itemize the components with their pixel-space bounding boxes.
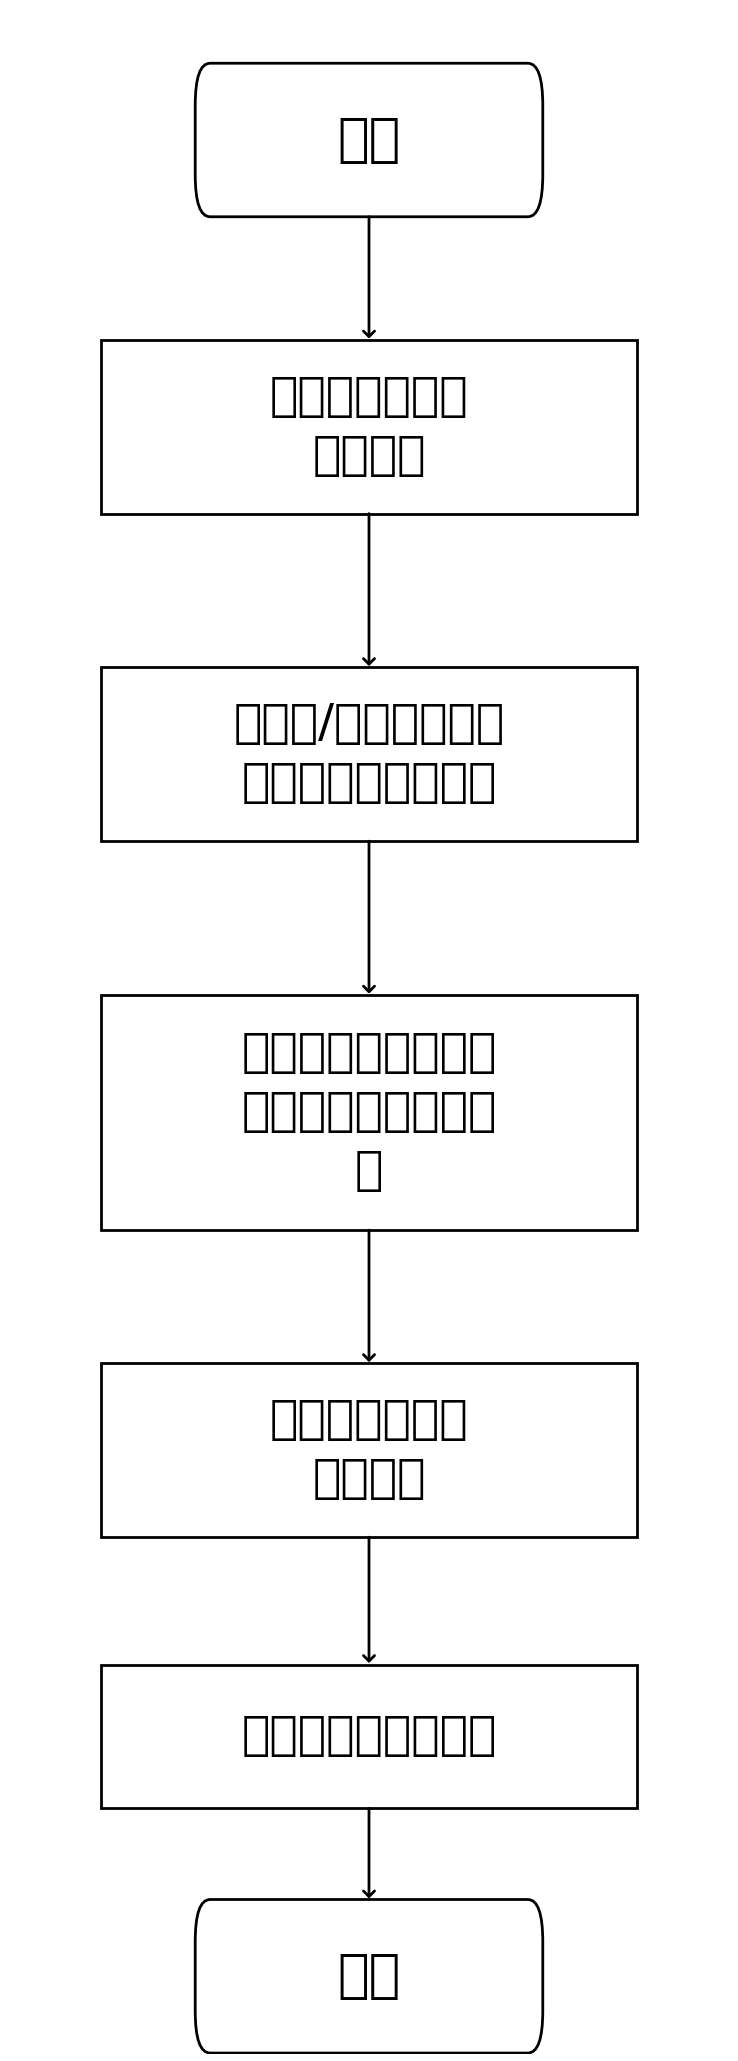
Text: 计算初至波到达时间: 计算初至波到达时间 <box>241 1715 497 1760</box>
Bar <box>101 1665 637 1807</box>
Text: 设置长/时窗识别因子
设置等窗长识别因子: 设置长/时窗识别因子 设置等窗长识别因子 <box>233 703 505 806</box>
Bar <box>101 668 637 841</box>
Bar <box>101 1362 637 1538</box>
Text: 振动传感器持续
采集信息: 振动传感器持续 采集信息 <box>269 375 469 478</box>
Text: 开始: 开始 <box>337 113 401 167</box>
Bar <box>101 995 637 1230</box>
Text: 结束: 结束 <box>337 1950 401 2003</box>
Text: 计算检波器通道内振
动能量对应的特征函
数: 计算检波器通道内振 动能量对应的特征函 数 <box>241 1030 497 1193</box>
Text: 设置初至波到时
检测因子: 设置初至波到时 检测因子 <box>269 1397 469 1502</box>
FancyBboxPatch shape <box>196 64 542 216</box>
Bar <box>101 340 637 513</box>
FancyBboxPatch shape <box>196 1900 542 2053</box>
